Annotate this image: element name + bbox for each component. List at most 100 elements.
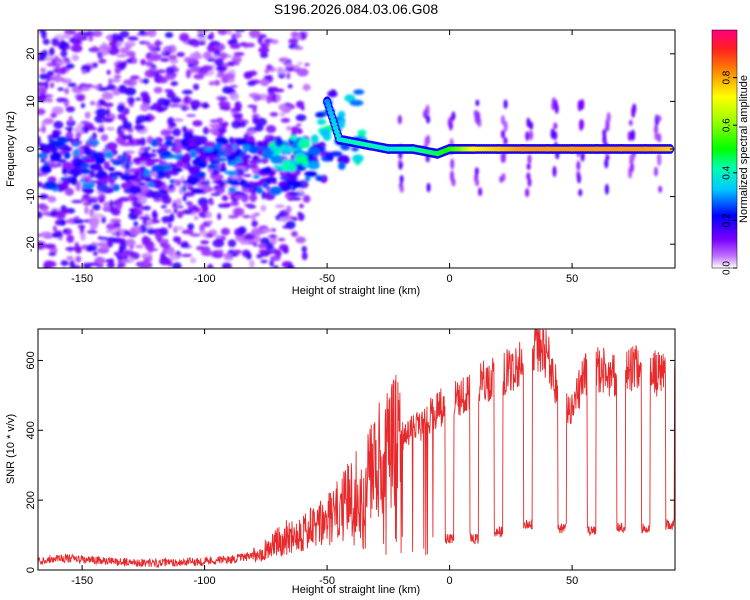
spectrogram-cell [130, 197, 139, 201]
spectrogram-cell [553, 131, 557, 140]
spectrogram-cell [280, 112, 286, 116]
spectrogram-cell [41, 126, 46, 133]
spectrogram-cell [248, 71, 257, 76]
spectrogram-cell [427, 183, 431, 193]
spectrogram-cell [578, 189, 582, 197]
spectrogram-cell [173, 236, 179, 242]
spectrogram-cell [221, 228, 230, 236]
spectrogram-cell [48, 138, 53, 143]
spectrogram-cell [132, 57, 137, 64]
spectrogram-cell [40, 144, 50, 152]
spectrogram-cell [86, 245, 97, 251]
spectrogram-cell [527, 163, 531, 170]
colorbar-label: Normalized spectral amplitude [738, 75, 750, 223]
spectrogram-cell [349, 100, 363, 106]
spectrogram-cell [49, 50, 54, 53]
spectrogram-cell [279, 217, 286, 221]
spectrogram-cell [110, 79, 121, 82]
spectrogram-cell [134, 211, 141, 216]
spectrogram-cell [270, 112, 279, 116]
spectrogram-cell [207, 44, 215, 53]
spectrogram-cell [60, 50, 67, 58]
spectrogram-cell [296, 123, 301, 126]
spectrogram-cell [182, 90, 193, 95]
spectrogram-cell [37, 153, 48, 158]
spectrogram-cell [185, 95, 190, 104]
snr-plot-area [38, 329, 675, 570]
spectrogram-cell [504, 99, 508, 108]
spectrogram-cell [153, 217, 158, 223]
spectrogram-cell [109, 200, 114, 209]
spectrogram-cell [142, 206, 151, 211]
y-tick-label: 200 [25, 491, 37, 509]
snr-panel: -150 -100 -50 0 50 0200400600 Height of stra… [5, 329, 675, 596]
spectrogram-cell [45, 98, 53, 103]
spectrogram-cell [102, 92, 114, 100]
spectrogram-cell [204, 246, 209, 250]
spectrogram-cell [92, 204, 100, 211]
spectrogram-cell [631, 155, 635, 161]
spectrogram-cell [229, 137, 233, 144]
spectrogram-cell [160, 58, 169, 62]
spectrogram-cell [152, 54, 162, 59]
spectrogram-cell [53, 121, 63, 129]
spectrogram-cell [208, 164, 215, 170]
spectrogram-cell [71, 200, 83, 203]
spectrogram-cell [61, 260, 69, 266]
spectrogram-cell [291, 187, 296, 190]
spectrogram-cell [81, 121, 90, 125]
colorbar-tick-label: 0.2 [722, 213, 733, 227]
spectrogram-cell [240, 192, 244, 196]
colorbar-tick-label: 0.6 [722, 118, 733, 132]
spectrogram-cell [118, 85, 127, 94]
spectrogram-cell [194, 216, 198, 220]
spectrogram-cell [164, 135, 174, 140]
spectrogram-cell [50, 82, 54, 88]
spectrogram-cell [503, 137, 507, 145]
spectrogram-cell [265, 41, 269, 47]
spectrogram-cell [400, 175, 404, 183]
spectrogram-cell [526, 118, 530, 128]
spectrogram-cell [253, 175, 260, 179]
spectrogram-cell [230, 201, 239, 207]
spectrogram-cell [62, 168, 66, 175]
spectrogram-cell [107, 84, 116, 90]
spectrogram-cell [657, 115, 661, 121]
spectrogram-cell [172, 262, 181, 270]
spectrogram-cell [553, 166, 557, 177]
spectrogram-cell [187, 139, 196, 143]
spectrogram-cell [159, 228, 168, 237]
spectrogram-cell [604, 158, 608, 168]
spectrogram-cell [47, 71, 54, 77]
colorbar-tick-label: 0.4 [722, 165, 733, 179]
spectrogram-cell [654, 132, 658, 140]
spectrogram-cell [317, 119, 327, 125]
spectrogram-cell [209, 201, 214, 205]
spectrogram-cell [75, 246, 82, 254]
spectrogram-x-label: Height of straight line (km) [292, 285, 420, 297]
spectrogram-cell [154, 87, 163, 94]
spectrogram-cell [145, 41, 151, 45]
spectrogram-cell [215, 67, 226, 71]
spectrogram-cell [253, 242, 258, 246]
spectrogram-cell [262, 183, 268, 188]
spectrogram-cell [72, 54, 78, 61]
spectrogram-cell [232, 113, 243, 118]
spectrogram-cell [230, 182, 241, 186]
spectrogram-cell [275, 138, 283, 147]
spectrogram-cell [288, 84, 293, 89]
spectrogram-cell [124, 231, 128, 235]
spectrogram-cell [629, 120, 633, 126]
spectrogram-cell [66, 256, 73, 260]
spectrogram-cell [204, 53, 213, 58]
spectrogram-cell [216, 118, 223, 123]
spectrogram-cell [400, 185, 404, 192]
spectrogram-cell [84, 206, 88, 215]
spectrogram-cell [229, 93, 239, 101]
spectrogram-cell [251, 228, 262, 236]
spectrogram-cell [230, 43, 241, 49]
spectrogram-cell [251, 214, 257, 220]
spectrogram-cell [60, 219, 66, 225]
spectrogram-cell [297, 68, 309, 76]
spectrogram-cell [168, 222, 172, 228]
